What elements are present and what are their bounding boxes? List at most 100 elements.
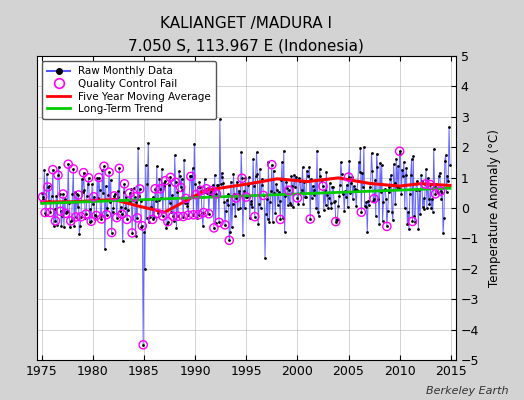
Point [95, 174, 103, 181]
Point [52, 193, 60, 200]
Point [301, 193, 309, 200]
Point [423, 175, 432, 181]
Point [59, 191, 67, 197]
Point [289, 204, 297, 210]
Point [386, 176, 395, 182]
Point [357, 209, 366, 215]
Point [345, 158, 354, 164]
Point [350, 183, 358, 190]
Point [370, 196, 378, 202]
Point [49, 166, 57, 173]
Point [253, 171, 261, 177]
Point [92, 212, 101, 219]
Point [287, 202, 295, 208]
Point [54, 164, 63, 170]
Point [431, 191, 440, 197]
Point [106, 199, 114, 205]
Point [438, 190, 446, 196]
Point [266, 199, 275, 206]
Point [111, 190, 119, 197]
Point [380, 186, 388, 193]
Point [290, 172, 298, 178]
Point [316, 173, 324, 180]
Point [100, 163, 108, 170]
Point [92, 212, 101, 219]
Point [227, 178, 235, 185]
Point [242, 194, 250, 200]
Point [256, 166, 264, 172]
Point [192, 191, 200, 198]
Point [241, 204, 249, 211]
Point [247, 201, 256, 207]
Point [252, 173, 260, 179]
Point [285, 187, 293, 194]
Point [259, 192, 268, 199]
Point [40, 167, 49, 174]
Point [187, 173, 195, 180]
Point [339, 191, 347, 198]
Point [401, 172, 410, 178]
Point [38, 194, 47, 200]
Point [186, 172, 194, 179]
Point [264, 158, 272, 165]
Point [64, 161, 72, 168]
Point [371, 177, 379, 184]
Point [201, 189, 210, 195]
Point [72, 214, 80, 220]
Point [276, 216, 285, 223]
Point [156, 186, 165, 192]
Point [287, 173, 296, 180]
Point [57, 208, 65, 214]
Point [113, 188, 122, 194]
Point [59, 191, 67, 197]
Point [139, 342, 147, 348]
Point [166, 200, 174, 206]
Point [314, 213, 323, 219]
Point [159, 213, 167, 219]
Point [73, 204, 82, 210]
Point [261, 255, 269, 261]
Point [178, 187, 187, 194]
Point [132, 199, 140, 205]
Point [79, 170, 88, 176]
Point [108, 208, 117, 215]
Point [106, 176, 115, 183]
Point [347, 180, 355, 186]
Point [143, 181, 151, 187]
Point [358, 170, 366, 176]
Point [339, 188, 347, 195]
Point [260, 192, 268, 198]
Point [62, 209, 71, 215]
Point [204, 210, 213, 217]
Point [140, 229, 148, 236]
Point [281, 193, 290, 200]
Point [396, 148, 404, 154]
Point [187, 173, 195, 180]
Point [234, 188, 243, 194]
Point [385, 184, 394, 190]
Point [148, 216, 157, 222]
Point [328, 184, 336, 190]
Point [382, 195, 390, 202]
Point [76, 222, 84, 229]
Point [177, 184, 185, 191]
Point [412, 178, 421, 184]
Point [306, 216, 314, 222]
Point [154, 210, 162, 216]
Point [82, 211, 90, 217]
Point [200, 209, 208, 216]
Point [205, 190, 214, 196]
Point [121, 205, 129, 211]
Point [336, 182, 344, 188]
Point [246, 215, 254, 222]
Point [189, 212, 198, 218]
Point [285, 187, 293, 194]
Point [304, 173, 313, 180]
Point [192, 191, 200, 198]
Point [64, 161, 72, 168]
Point [49, 166, 57, 173]
Point [232, 195, 240, 201]
Point [326, 200, 335, 206]
Point [409, 153, 418, 160]
Point [172, 225, 181, 232]
